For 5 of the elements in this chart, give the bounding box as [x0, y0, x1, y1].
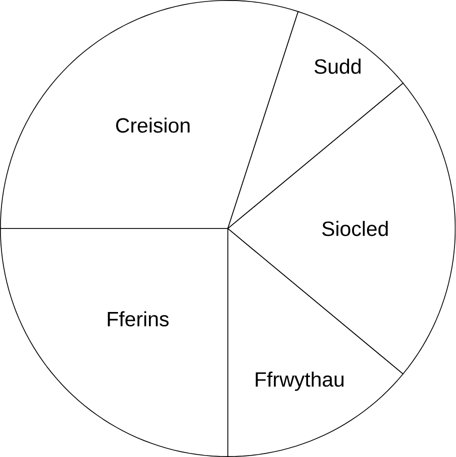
- slice-label: Siocled: [322, 220, 388, 236]
- slice-label: Fferins: [108, 311, 169, 326]
- slice-label: Ffrwythau: [256, 372, 344, 391]
- slice-label: Sudd: [314, 58, 361, 74]
- slice-label: Creision: [116, 118, 190, 133]
